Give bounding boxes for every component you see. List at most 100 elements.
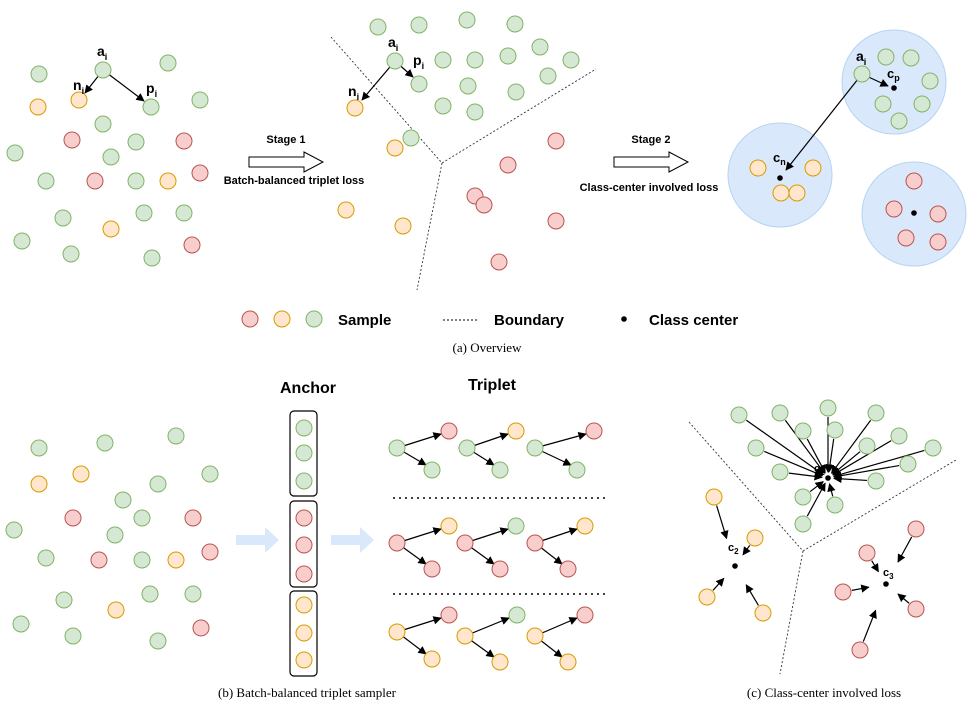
green-sample bbox=[899, 455, 917, 473]
caption-sampler: (b) Batch-balanced triplet sampler bbox=[218, 685, 397, 700]
green-sample bbox=[114, 491, 132, 509]
class-center-dot bbox=[891, 85, 897, 91]
label-anchor-3: ai bbox=[856, 48, 866, 67]
arrow bbox=[897, 593, 910, 604]
red-sample bbox=[491, 560, 509, 578]
red-sample bbox=[295, 536, 313, 554]
green-sample bbox=[902, 49, 920, 67]
class-boundaries bbox=[330, 36, 957, 675]
stage1-title: Stage 1 bbox=[266, 134, 305, 146]
red-sample bbox=[86, 172, 104, 190]
orange-sample bbox=[705, 488, 723, 506]
label-center-positive: cp bbox=[887, 66, 900, 83]
orange-sample bbox=[440, 517, 458, 535]
red-sample bbox=[184, 509, 202, 527]
green-sample bbox=[386, 52, 404, 70]
triplet-title: Triplet bbox=[468, 377, 517, 394]
legend-sample-label: Sample bbox=[338, 312, 391, 329]
red-sample bbox=[929, 205, 947, 223]
orange-sample bbox=[746, 529, 764, 547]
flow-arrow-2 bbox=[331, 527, 374, 553]
boundary-line bbox=[330, 36, 597, 164]
red-sample bbox=[858, 544, 876, 562]
green-sample bbox=[402, 129, 420, 147]
green-sample bbox=[423, 461, 441, 479]
green-sample bbox=[794, 488, 812, 506]
legend-green-sample bbox=[305, 310, 323, 328]
green-sample bbox=[568, 461, 586, 479]
orange-sample bbox=[337, 201, 355, 219]
orange-sample bbox=[30, 475, 48, 493]
red-sample bbox=[440, 422, 458, 440]
red-sample bbox=[175, 132, 193, 150]
green-sample bbox=[127, 133, 145, 151]
orange-sample bbox=[388, 623, 406, 641]
red-sample bbox=[201, 543, 219, 561]
green-sample bbox=[141, 585, 159, 603]
green-sample bbox=[30, 439, 48, 457]
orange-sample bbox=[159, 172, 177, 190]
caption-center-loss: (c) Class-center involved loss bbox=[747, 685, 901, 700]
orange-sample bbox=[507, 422, 525, 440]
red-sample bbox=[456, 534, 474, 552]
red-sample bbox=[547, 132, 565, 150]
red-sample bbox=[885, 200, 903, 218]
legend-boundary-label: Boundary bbox=[494, 312, 565, 329]
orange-sample bbox=[295, 596, 313, 614]
green-sample bbox=[30, 65, 48, 83]
boundary-line bbox=[779, 550, 804, 675]
label-positive-1: pi bbox=[146, 80, 157, 99]
green-sample bbox=[295, 472, 313, 490]
legend-orange-sample bbox=[273, 310, 291, 328]
arrow bbox=[784, 419, 825, 474]
orange-sample bbox=[456, 627, 474, 645]
red-sample bbox=[897, 229, 915, 247]
green-sample bbox=[506, 15, 524, 33]
orange-sample bbox=[559, 653, 577, 671]
green-sample bbox=[507, 83, 525, 101]
green-sample bbox=[135, 204, 153, 222]
orange-sample bbox=[167, 551, 185, 569]
label-anchor-2: ai bbox=[388, 34, 398, 53]
green-sample bbox=[819, 399, 837, 417]
arrow bbox=[831, 419, 872, 474]
orange-sample bbox=[754, 604, 772, 622]
orange-sample bbox=[749, 159, 767, 177]
red-sample bbox=[834, 583, 852, 601]
red-sample bbox=[192, 619, 210, 637]
arrow bbox=[785, 73, 863, 171]
green-sample bbox=[890, 427, 908, 445]
class-center-dot bbox=[777, 175, 783, 181]
arrow bbox=[833, 464, 900, 480]
green-sample bbox=[64, 627, 82, 645]
red-sample bbox=[907, 520, 925, 538]
red-sample bbox=[64, 509, 82, 527]
cluster-regions bbox=[727, 29, 967, 267]
class-cluster bbox=[727, 122, 833, 228]
green-sample bbox=[924, 439, 942, 457]
label-negative-1: ni bbox=[73, 77, 84, 96]
green-sample bbox=[54, 209, 72, 227]
class-center-dot bbox=[883, 581, 889, 587]
arrow bbox=[832, 440, 892, 476]
green-sample bbox=[466, 51, 484, 69]
green-sample bbox=[562, 51, 580, 69]
arrow bbox=[851, 584, 870, 593]
green-sample bbox=[730, 406, 748, 424]
arrow bbox=[745, 419, 824, 476]
green-sample bbox=[149, 632, 167, 650]
red-sample bbox=[526, 534, 544, 552]
samples bbox=[5, 11, 947, 671]
class-center-dot bbox=[732, 563, 738, 569]
green-sample bbox=[388, 439, 406, 457]
red-sample bbox=[499, 156, 517, 174]
arrow bbox=[827, 482, 836, 497]
red-sample bbox=[576, 606, 594, 624]
green-sample bbox=[507, 517, 525, 535]
arrow bbox=[102, 69, 145, 102]
red-sample bbox=[905, 172, 923, 190]
legend-center-label: Class center bbox=[649, 312, 738, 329]
label-positive-2: pi bbox=[413, 52, 424, 71]
green-sample bbox=[133, 509, 151, 527]
